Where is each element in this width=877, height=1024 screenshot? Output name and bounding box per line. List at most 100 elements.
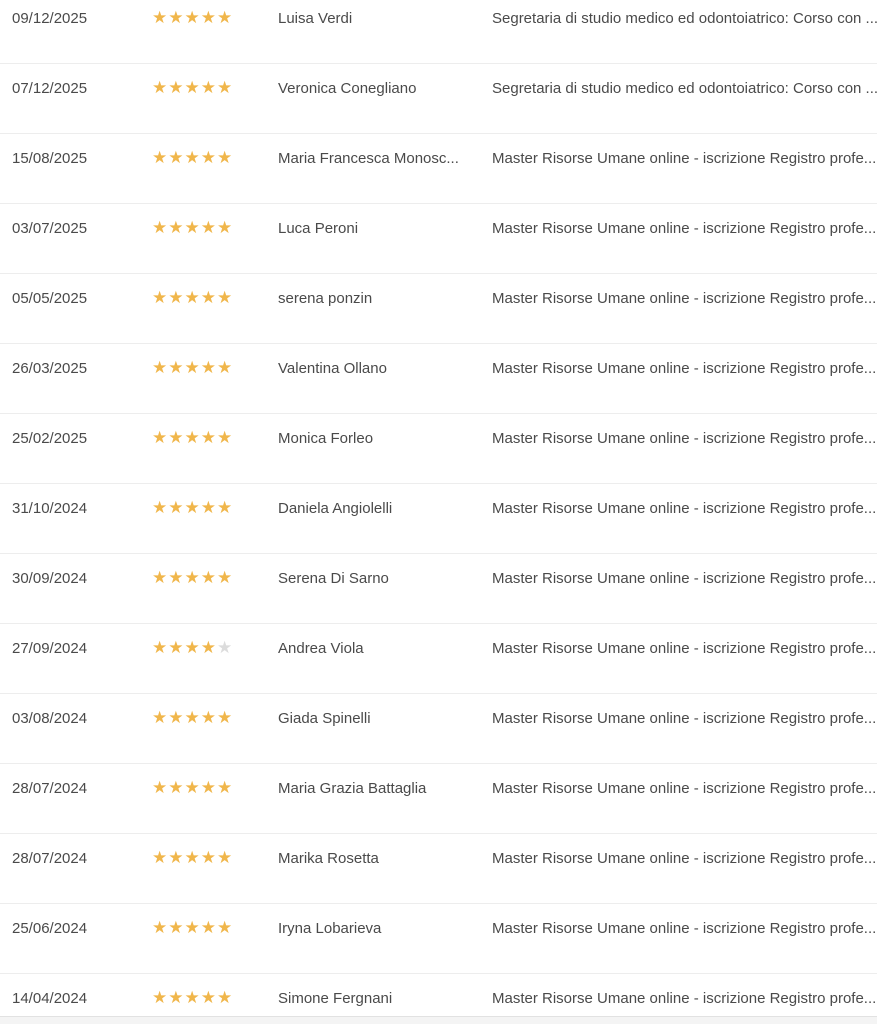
star-filled-icon: ★	[217, 428, 234, 447]
star-filled-icon: ★	[168, 848, 185, 867]
star-filled-icon: ★	[200, 428, 217, 447]
star-filled-icon: ★	[200, 848, 217, 867]
star-rating: ★★★★★	[152, 288, 278, 308]
star-filled-icon: ★	[200, 708, 217, 727]
reviewer-name: Valentina Ollano	[278, 360, 387, 377]
review-row[interactable]: 03/08/2024 ★★★★★ Giada Spinelli Master R…	[0, 694, 877, 764]
review-row[interactable]: 14/04/2024 ★★★★★ Simone Fergnani Master …	[0, 974, 877, 1024]
review-course-title: Master Risorse Umane online - iscrizione…	[492, 640, 877, 657]
star-filled-icon: ★	[152, 218, 169, 237]
review-course-title: Master Risorse Umane online - iscrizione…	[492, 920, 877, 937]
star-rating: ★★★★★	[152, 218, 278, 238]
review-date: 05/05/2025	[12, 290, 88, 307]
star-filled-icon: ★	[200, 78, 217, 97]
star-filled-icon: ★	[168, 428, 185, 447]
star-filled-icon: ★	[152, 358, 169, 377]
review-date: 31/10/2024	[12, 500, 88, 517]
star-filled-icon: ★	[168, 288, 185, 307]
review-course-title: Master Risorse Umane online - iscrizione…	[492, 430, 877, 447]
review-course-title: Master Risorse Umane online - iscrizione…	[492, 290, 877, 307]
review-row[interactable]: 05/05/2025 ★★★★★ serena ponzin Master Ri…	[0, 274, 877, 344]
star-rating: ★★★★★	[152, 708, 278, 728]
star-rating: ★★★★★	[152, 148, 278, 168]
reviewer-name: Maria Grazia Battaglia	[278, 780, 427, 797]
star-filled-icon: ★	[168, 708, 185, 727]
star-filled-icon: ★	[184, 708, 201, 727]
review-date: 30/09/2024	[12, 570, 88, 587]
star-filled-icon: ★	[152, 498, 169, 517]
star-filled-icon: ★	[184, 288, 201, 307]
star-filled-icon: ★	[217, 918, 234, 937]
star-rating: ★★★★★	[152, 778, 278, 798]
star-filled-icon: ★	[217, 8, 234, 27]
review-date: 03/08/2024	[12, 710, 88, 727]
review-row[interactable]: 07/12/2025 ★★★★★ Veronica Conegliano Seg…	[0, 64, 877, 134]
star-filled-icon: ★	[168, 8, 185, 27]
star-filled-icon: ★	[217, 988, 234, 1007]
review-row[interactable]: 25/06/2024 ★★★★★ Iryna Lobarieva Master …	[0, 904, 877, 974]
review-date: 28/07/2024	[12, 780, 88, 797]
star-rating: ★★★★★	[152, 8, 278, 28]
review-row[interactable]: 26/03/2025 ★★★★★ Valentina Ollano Master…	[0, 344, 877, 414]
star-filled-icon: ★	[184, 8, 201, 27]
star-filled-icon: ★	[168, 358, 185, 377]
star-filled-icon: ★	[200, 568, 217, 587]
star-filled-icon: ★	[152, 638, 169, 657]
star-filled-icon: ★	[168, 498, 185, 517]
star-filled-icon: ★	[184, 778, 201, 797]
reviewer-name: Daniela Angiolelli	[278, 500, 393, 517]
star-filled-icon: ★	[168, 638, 185, 657]
star-filled-icon: ★	[217, 78, 234, 97]
review-date: 25/06/2024	[12, 920, 88, 937]
reviewer-name: Monica Forleo	[278, 430, 374, 447]
reviewer-name: Simone Fergnani	[278, 990, 393, 1007]
review-course-title: Segretaria di studio medico ed odontoiat…	[492, 80, 877, 97]
star-filled-icon: ★	[168, 918, 185, 937]
review-date: 27/09/2024	[12, 640, 88, 657]
star-filled-icon: ★	[152, 848, 169, 867]
star-rating: ★★★★★	[152, 78, 278, 98]
star-filled-icon: ★	[200, 358, 217, 377]
review-row[interactable]: 09/12/2025 ★★★★★ Luisa Verdi Segretaria …	[0, 0, 877, 64]
star-filled-icon: ★	[168, 148, 185, 167]
review-course-title: Segretaria di studio medico ed odontoiat…	[492, 10, 877, 27]
review-date: 25/02/2025	[12, 430, 88, 447]
star-filled-icon: ★	[217, 358, 234, 377]
review-row[interactable]: 30/09/2024 ★★★★★ Serena Di Sarno Master …	[0, 554, 877, 624]
review-row[interactable]: 27/09/2024 ★★★★★ Andrea Viola Master Ris…	[0, 624, 877, 694]
review-row[interactable]: 28/07/2024 ★★★★★ Maria Grazia Battaglia …	[0, 764, 877, 834]
review-row[interactable]: 25/02/2025 ★★★★★ Monica Forleo Master Ri…	[0, 414, 877, 484]
review-row[interactable]: 31/10/2024 ★★★★★ Daniela Angiolelli Mast…	[0, 484, 877, 554]
star-filled-icon: ★	[217, 148, 234, 167]
reviewer-name: Luca Peroni	[278, 220, 359, 237]
star-filled-icon: ★	[184, 988, 201, 1007]
review-course-title: Master Risorse Umane online - iscrizione…	[492, 710, 877, 727]
star-filled-icon: ★	[152, 8, 169, 27]
star-filled-icon: ★	[200, 778, 217, 797]
reviewer-name: Giada Spinelli	[278, 710, 371, 727]
star-filled-icon: ★	[217, 848, 234, 867]
star-filled-icon: ★	[168, 218, 185, 237]
review-row[interactable]: 28/07/2024 ★★★★★ Marika Rosetta Master R…	[0, 834, 877, 904]
star-filled-icon: ★	[217, 498, 234, 517]
star-filled-icon: ★	[152, 288, 169, 307]
review-course-title: Master Risorse Umane online - iscrizione…	[492, 780, 877, 797]
review-row[interactable]: 03/07/2025 ★★★★★ Luca Peroni Master Riso…	[0, 204, 877, 274]
review-row[interactable]: 15/08/2025 ★★★★★ Maria Francesca Monosc.…	[0, 134, 877, 204]
star-filled-icon: ★	[184, 148, 201, 167]
star-filled-icon: ★	[184, 218, 201, 237]
star-filled-icon: ★	[152, 568, 169, 587]
review-date: 28/07/2024	[12, 850, 88, 867]
star-filled-icon: ★	[217, 288, 234, 307]
star-filled-icon: ★	[184, 568, 201, 587]
review-course-title: Master Risorse Umane online - iscrizione…	[492, 570, 877, 587]
star-filled-icon: ★	[168, 78, 185, 97]
star-rating: ★★★★★	[152, 848, 278, 868]
reviewer-name: Veronica Conegliano	[278, 80, 417, 97]
star-filled-icon: ★	[184, 358, 201, 377]
star-filled-icon: ★	[184, 428, 201, 447]
review-course-title: Master Risorse Umane online - iscrizione…	[492, 990, 877, 1007]
star-filled-icon: ★	[200, 498, 217, 517]
footer-strip	[0, 1016, 877, 1024]
